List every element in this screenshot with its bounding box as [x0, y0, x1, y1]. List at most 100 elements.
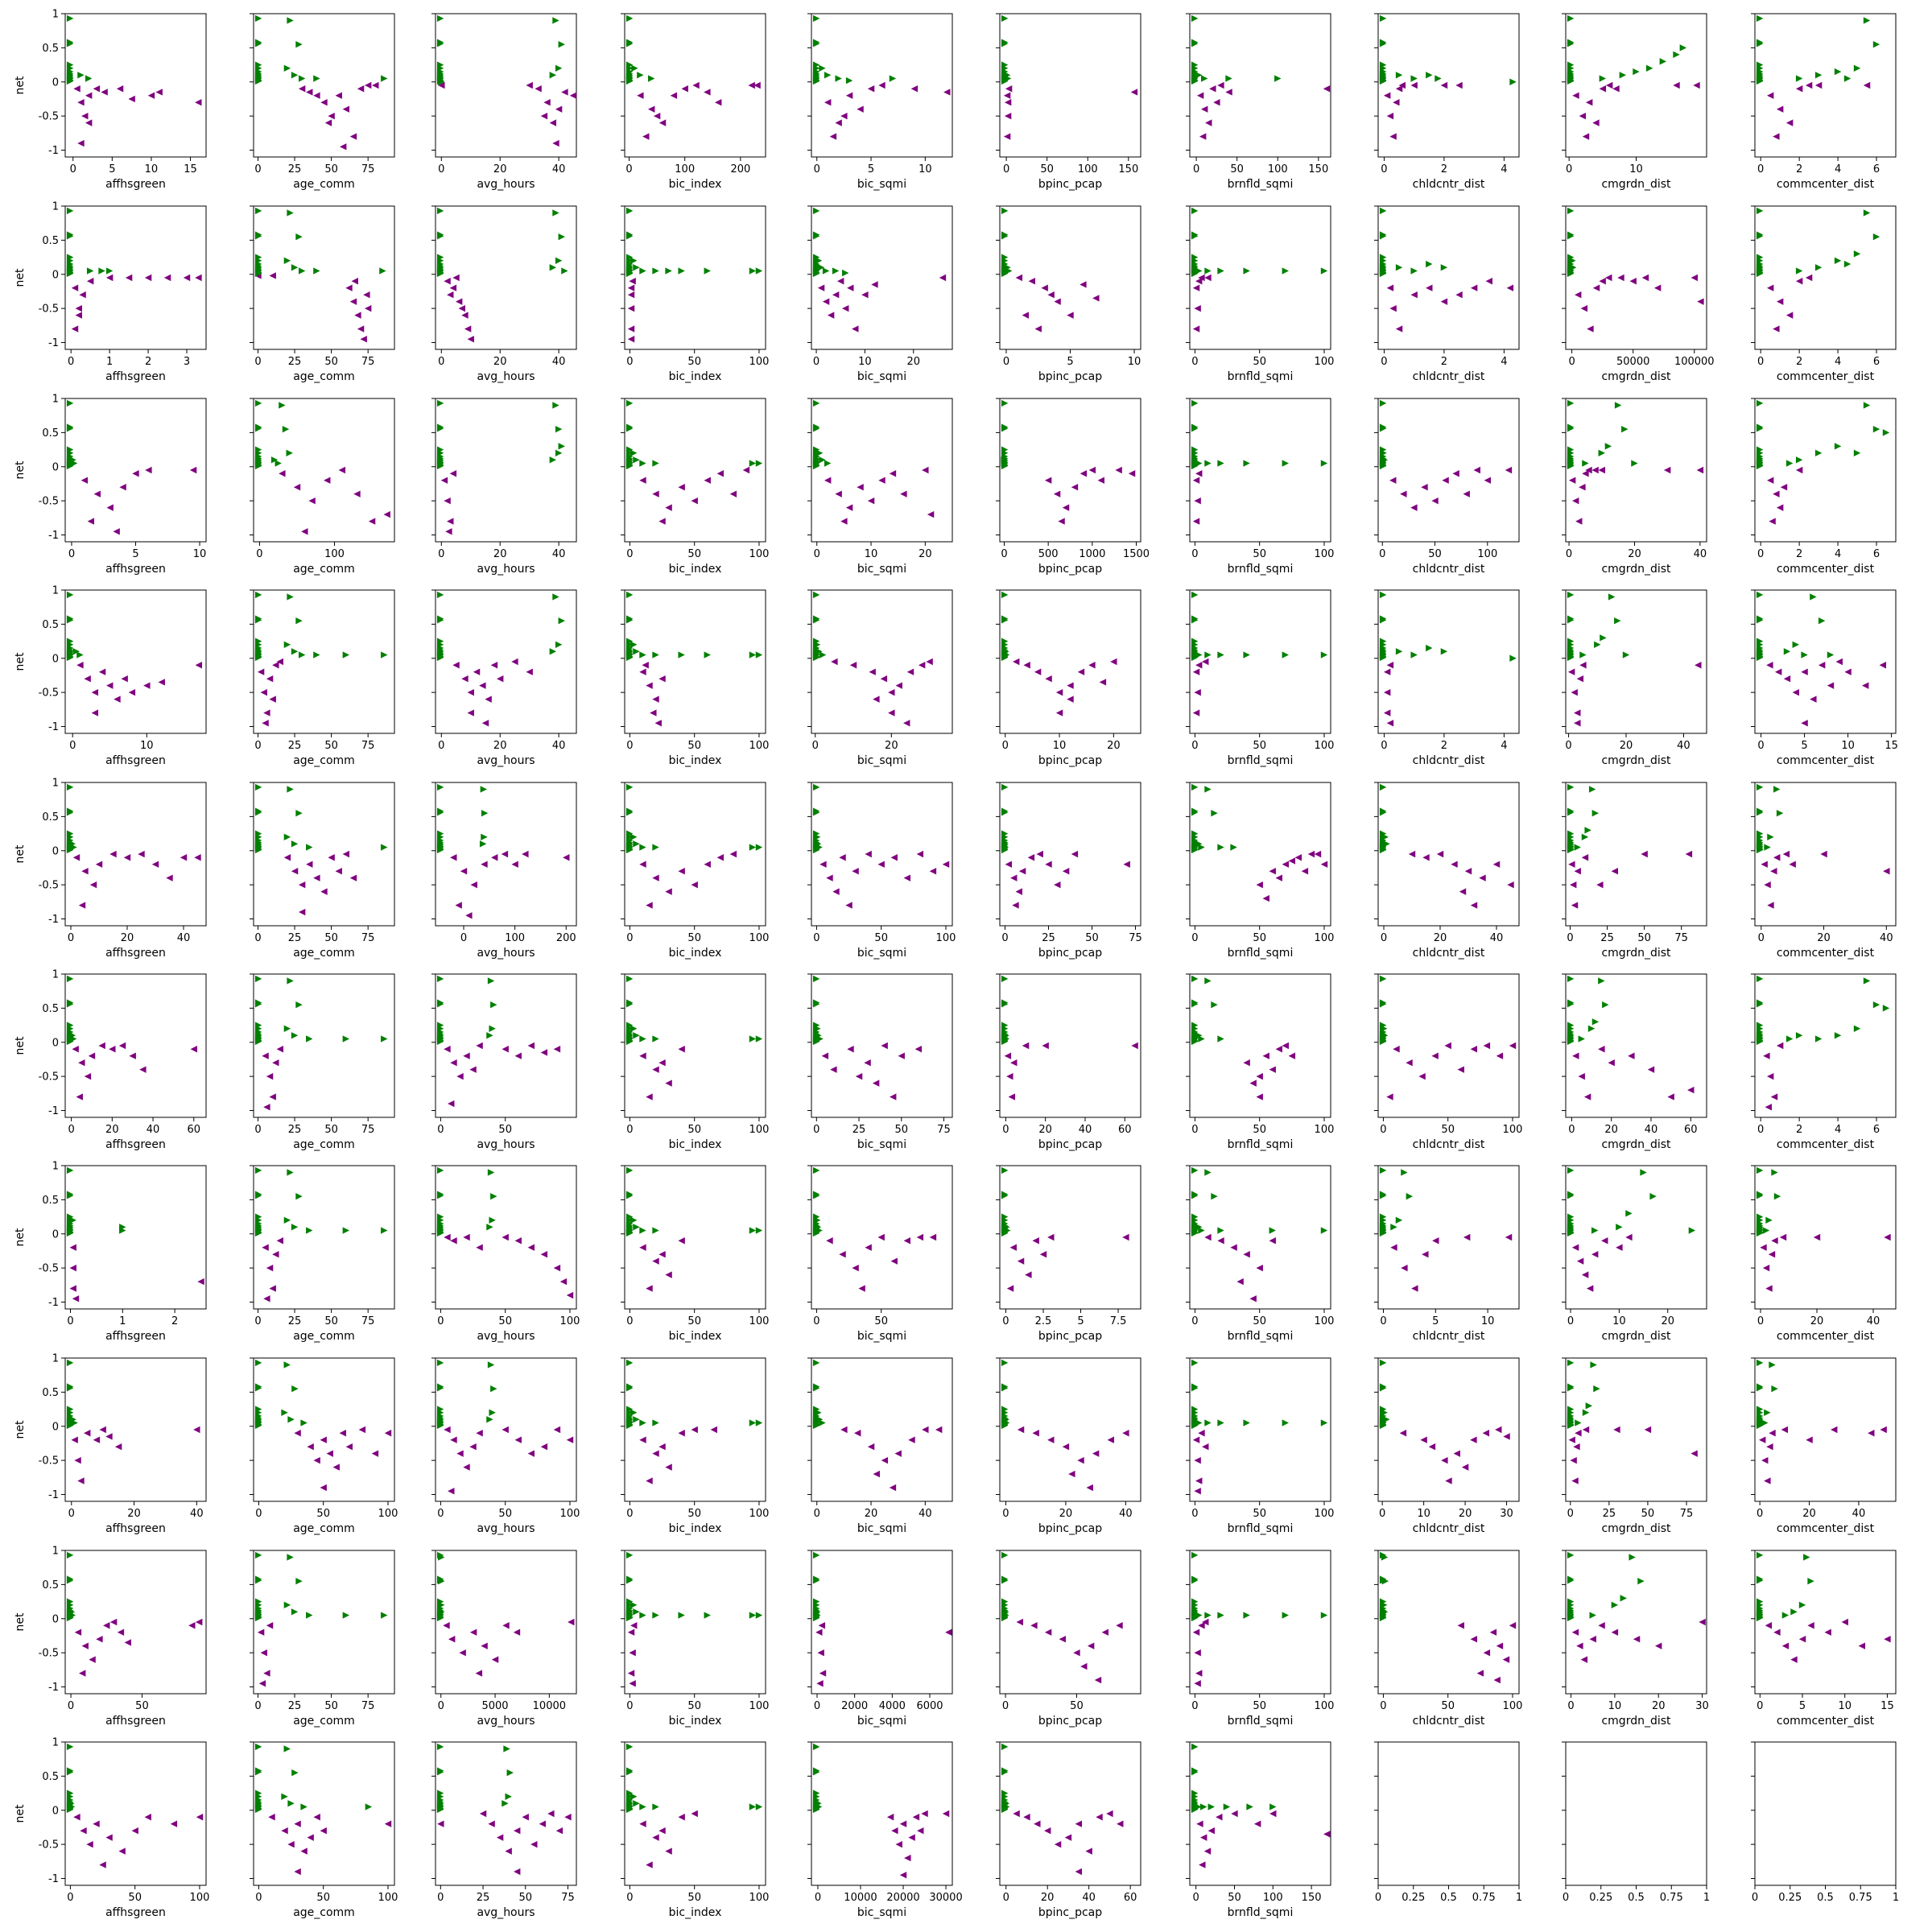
point-net-negative — [291, 867, 299, 875]
point-net-positive — [1771, 1169, 1778, 1176]
data-points — [1756, 1551, 1891, 1663]
point-net-positive — [1195, 1803, 1202, 1810]
y-tick-label: 1 — [52, 1737, 59, 1749]
point-net-positive — [281, 1409, 288, 1417]
point-net-negative — [1598, 1622, 1605, 1629]
point-net-negative — [170, 1820, 178, 1827]
point-net-positive — [1761, 1419, 1769, 1426]
point-net-positive — [489, 1409, 496, 1417]
point-net-negative — [1571, 688, 1578, 696]
x-tick-label: 0 — [70, 163, 76, 175]
y-tick-label: -0.5 — [39, 687, 59, 700]
point-net-positive — [1756, 1229, 1764, 1237]
point-net-negative — [835, 119, 842, 126]
point-net-negative — [1766, 284, 1774, 291]
point-net-positive — [490, 1192, 497, 1200]
point-net-positive — [558, 233, 565, 241]
point-net-negative — [84, 1072, 92, 1080]
point-net-negative — [1580, 1656, 1588, 1663]
axes-frame — [1565, 1550, 1707, 1695]
point-net-negative — [463, 1052, 470, 1059]
point-net-negative — [527, 1244, 535, 1251]
point-net-negative — [281, 1827, 288, 1835]
point-net-positive — [1600, 634, 1607, 642]
point-net-positive — [812, 1769, 820, 1776]
point-net-negative — [77, 98, 85, 106]
x-tick-label: 0.25 — [1402, 1892, 1425, 1904]
point-net-negative — [665, 1463, 672, 1471]
x-tick-label: 0 — [1381, 356, 1387, 368]
data-points — [1191, 1743, 1331, 1868]
x-tick-label: 25 — [1603, 1508, 1616, 1520]
point-net-positive — [1426, 644, 1433, 652]
axes-frame — [435, 1741, 577, 1886]
x-tick-label: 0 — [460, 932, 467, 944]
point-net-negative — [1687, 1086, 1695, 1094]
point-net-positive — [66, 654, 74, 662]
point-net-negative — [1580, 304, 1588, 312]
point-net-negative — [269, 272, 276, 279]
point-net-negative — [658, 518, 666, 525]
point-net-negative — [1288, 1052, 1296, 1059]
x-tick-label: 0 — [1565, 740, 1571, 752]
point-net-negative — [465, 912, 473, 919]
point-net-negative — [125, 274, 133, 282]
y-tick-label: 1 — [52, 1161, 59, 1173]
point-net-negative — [1761, 861, 1768, 868]
point-net-positive — [1217, 1227, 1224, 1234]
point-net-negative — [927, 510, 935, 518]
point-net-positive — [552, 593, 559, 601]
point-net-positive — [1756, 809, 1764, 816]
x-tick-label: 50 — [687, 1892, 701, 1904]
point-net-negative — [1844, 668, 1852, 675]
point-net-positive — [558, 40, 565, 48]
point-net-negative — [1005, 85, 1013, 93]
point-net-negative — [1789, 861, 1796, 868]
point-net-negative — [71, 1436, 78, 1443]
x-tick-label: 100 — [749, 1700, 770, 1712]
point-net-negative — [1406, 1059, 1413, 1067]
point-net-negative — [79, 1670, 86, 1677]
point-net-negative — [1320, 861, 1328, 868]
point-net-negative — [469, 1629, 477, 1636]
point-net-positive — [1673, 51, 1680, 59]
point-net-positive — [291, 1608, 299, 1616]
x-tick-label: 20 — [906, 356, 920, 368]
point-net-negative — [308, 497, 316, 505]
x-tick-label: 20 — [105, 1124, 119, 1136]
point-net-positive — [639, 1227, 646, 1234]
point-net-negative — [869, 668, 876, 675]
point-net-negative — [549, 119, 557, 126]
point-net-negative — [678, 867, 685, 875]
data-points — [436, 14, 577, 147]
x-axis-label: affhsgreen — [105, 1522, 166, 1535]
x-tick-label: 0 — [438, 356, 444, 368]
x-axis-label: age_comm — [293, 178, 355, 191]
point-net-positive — [66, 40, 74, 47]
point-net-negative — [358, 1426, 366, 1434]
point-net-positive — [842, 269, 849, 277]
point-net-positive — [254, 1229, 262, 1237]
point-net-positive — [66, 1743, 74, 1751]
point-net-positive — [69, 1216, 76, 1224]
point-net-negative — [665, 1080, 672, 1087]
point-net-negative — [942, 861, 950, 868]
point-net-positive — [105, 267, 114, 275]
y-tick-label: -0.5 — [39, 111, 59, 123]
point-net-positive — [1882, 1005, 1890, 1012]
data-points — [625, 1551, 763, 1687]
axes-frame — [253, 782, 395, 927]
point-net-positive — [749, 651, 757, 658]
x-tick-label: 75 — [361, 1124, 375, 1136]
x-tick-label: 25 — [477, 1892, 490, 1904]
point-net-positive — [1195, 840, 1203, 848]
x-tick-label: 0 — [67, 1315, 73, 1327]
y-tick-label: -1 — [48, 1489, 59, 1501]
y-tick-label: 0.5 — [42, 1387, 59, 1399]
point-net-negative — [1428, 1443, 1436, 1451]
point-net-positive — [812, 77, 820, 85]
point-net-negative — [658, 1443, 666, 1451]
data-points — [1567, 399, 1704, 525]
point-net-positive — [1191, 1229, 1199, 1237]
